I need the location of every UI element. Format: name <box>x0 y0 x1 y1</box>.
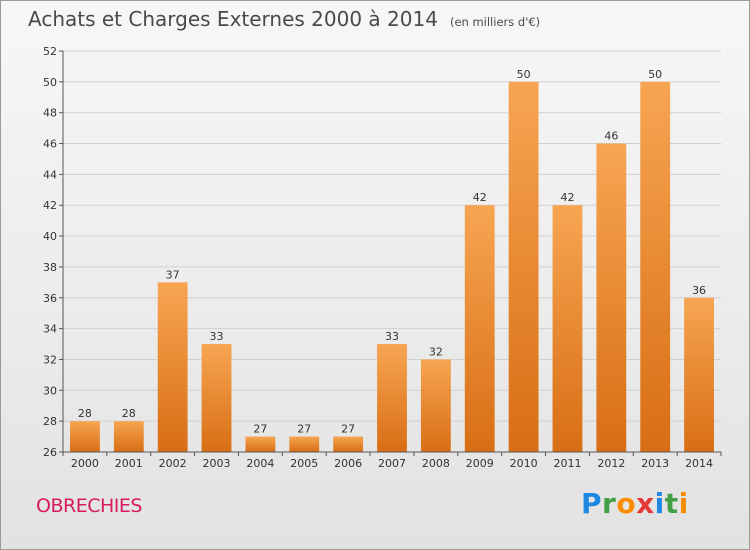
x-tick-label: 2005 <box>290 457 318 470</box>
bar-value-label: 46 <box>604 130 618 143</box>
logo-letter: P <box>581 487 603 520</box>
bar <box>333 436 364 452</box>
y-tick-label: 52 <box>43 45 57 58</box>
bar-value-label: 42 <box>560 191 574 204</box>
bar-value-label: 33 <box>385 330 399 343</box>
axes <box>59 50 722 456</box>
x-tick-label: 2014 <box>685 457 713 470</box>
x-tick-label: 2003 <box>203 457 231 470</box>
bar-value-label: 50 <box>648 68 662 81</box>
bar-value-label: 37 <box>166 268 180 281</box>
x-tick-label: 2007 <box>378 457 406 470</box>
bar-value-label: 36 <box>692 284 706 297</box>
bar <box>289 436 320 452</box>
bar <box>201 344 232 452</box>
chart-subtitle: (en milliers d'€) <box>449 15 541 29</box>
logo-letter: o <box>616 487 637 520</box>
y-tick-label: 42 <box>43 199 57 212</box>
y-tick-label: 34 <box>43 323 57 336</box>
x-tick-label: 2009 <box>466 457 494 470</box>
x-tick-label: 2012 <box>597 457 625 470</box>
bar-value-label: 27 <box>253 423 267 436</box>
bar <box>245 436 276 452</box>
logo-letter: t <box>664 487 679 520</box>
y-tick-label: 40 <box>43 230 57 243</box>
bar-value-label: 42 <box>473 191 487 204</box>
y-tick-label: 48 <box>43 107 57 120</box>
y-tick-label: 26 <box>43 446 57 459</box>
y-tick-label: 38 <box>43 261 57 274</box>
bar <box>684 297 714 452</box>
bar-value-label: 50 <box>517 68 531 81</box>
bar <box>420 359 451 452</box>
chart-title-text: Achats et Charges Externes 2000 à 2014 <box>28 7 438 31</box>
x-tick-label: 2010 <box>510 457 538 470</box>
x-tick-label: 2000 <box>71 457 99 470</box>
bar <box>70 421 100 452</box>
y-tick-label: 32 <box>43 353 57 366</box>
x-tick-label: 2006 <box>334 457 362 470</box>
x-tick-label: 2004 <box>246 457 274 470</box>
logo-letter: x <box>636 487 655 520</box>
x-tick-label: 2011 <box>553 457 581 470</box>
logo-letter: r <box>602 487 617 520</box>
bars <box>70 81 714 453</box>
bar <box>640 81 671 452</box>
bar-value-label: 28 <box>122 407 136 420</box>
x-tick-label: 2001 <box>115 457 143 470</box>
bar <box>596 143 627 453</box>
bar-value-label: 32 <box>429 345 443 358</box>
x-tick-label: 2002 <box>159 457 187 470</box>
bar <box>552 205 583 452</box>
x-tick-label: 2008 <box>422 457 450 470</box>
bar-value-label: 28 <box>78 407 92 420</box>
place-name: OBRECHIES <box>36 495 142 517</box>
bar <box>377 344 407 452</box>
bar-value-label: 27 <box>341 423 355 436</box>
bar-value-label: 27 <box>297 423 311 436</box>
x-tick-label: 2013 <box>641 457 669 470</box>
y-tick-label: 44 <box>43 168 57 181</box>
logo-letter: i <box>654 487 665 520</box>
y-tick-label: 50 <box>43 76 57 89</box>
bar-value-label: 33 <box>210 330 224 343</box>
y-tick-label: 30 <box>43 384 57 397</box>
y-tick-label: 28 <box>43 415 57 428</box>
bar <box>508 81 539 452</box>
logo-letter: i <box>678 487 689 520</box>
bar <box>113 421 144 452</box>
chart-title: Achats et Charges Externes 2000 à 2014 (e… <box>28 7 540 31</box>
labels: 26 28 30 32 34 36 38 40 42 44 46 48 50 52 28 2000 28 2001… <box>43 45 713 470</box>
bar <box>464 205 495 452</box>
proxiti-logo[interactable]: Proxiti <box>581 487 689 520</box>
bar <box>157 282 188 452</box>
y-tick-label: 36 <box>43 292 57 305</box>
y-tick-label: 46 <box>43 138 57 151</box>
